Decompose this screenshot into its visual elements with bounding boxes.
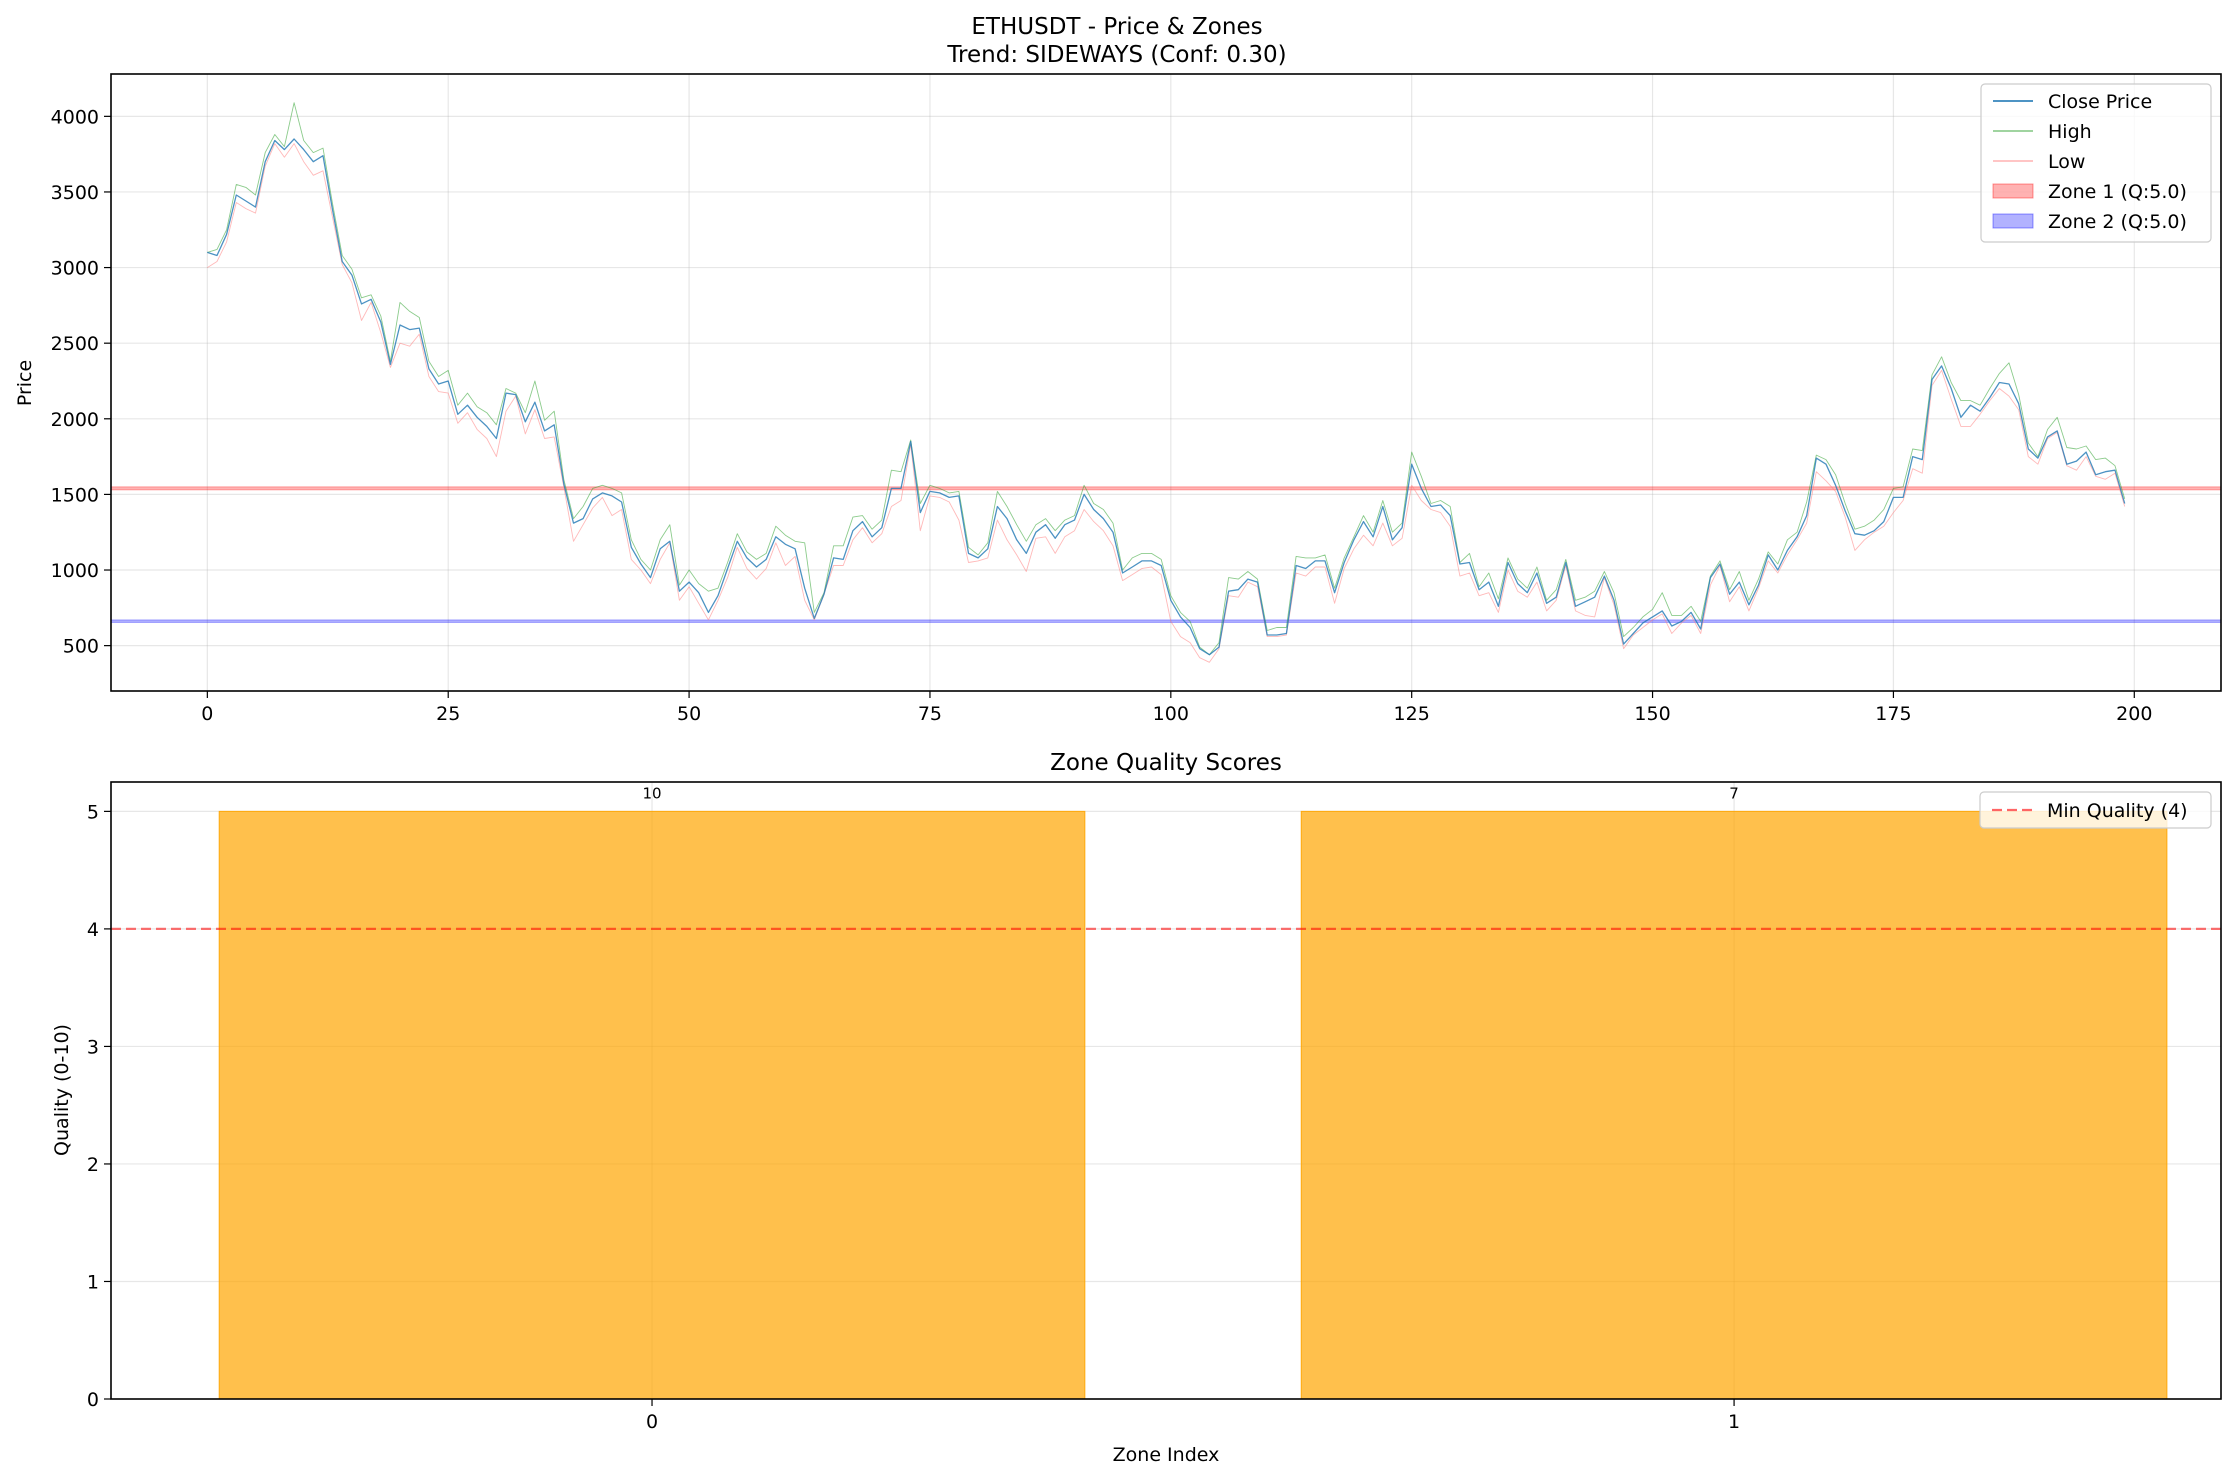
zone-band — [110, 619, 2222, 623]
quality-x-tick-label: 1 — [1728, 1411, 1740, 1433]
price-y-tick-label: 1500 — [51, 484, 99, 506]
quality-chart-title: Zone Quality Scores — [1050, 750, 1282, 776]
price-x-tick-label: 175 — [1875, 703, 1911, 725]
quality-ticks: 0 1 2 3 4 5 0 1 — [87, 801, 1740, 1433]
price-y-tick-label: 2500 — [51, 333, 99, 355]
quality-y-axis-label: Quality (0-10) — [51, 1024, 73, 1156]
price-y-tick-label: 3500 — [51, 182, 99, 204]
legend-label: Zone 1 (Q:5.0) — [2048, 181, 2187, 203]
price-x-tick-label: 125 — [1394, 703, 1430, 725]
price-y-tick-label: 2000 — [51, 409, 99, 431]
legend-label: Close Price — [2048, 91, 2152, 113]
quality-bar-label: 10 — [642, 784, 661, 802]
price-ticks: 0 25 50 75 100 125 150 175 200 500 1000 1500 2000 250… — [51, 106, 2153, 725]
series-line — [207, 102, 2126, 656]
price-x-tick-label: 200 — [2116, 703, 2152, 725]
price-y-tick-label: 500 — [63, 636, 99, 658]
price-y-tick-label: 4000 — [51, 106, 99, 128]
price-x-tick-label: 50 — [677, 703, 701, 725]
price-x-tick-label: 25 — [436, 703, 460, 725]
quality-x-axis-label: Zone Index — [1113, 1444, 1220, 1466]
quality-y-tick-label: 3 — [87, 1036, 99, 1058]
quality-x-tick-label: 0 — [646, 1411, 658, 1433]
legend-swatch-zone — [1992, 183, 2034, 199]
quality-bar — [218, 810, 1086, 1400]
quality-y-tick-label: 4 — [87, 919, 99, 941]
price-x-tick-label: 100 — [1153, 703, 1189, 725]
quality-legend: Min Quality (4) — [1979, 791, 2212, 829]
price-x-tick-label: 150 — [1634, 703, 1670, 725]
quality-y-tick-label: 5 — [87, 801, 99, 823]
quality-bar — [1300, 810, 2168, 1400]
quality-bars: 10 7 — [218, 784, 2168, 1400]
price-legend: Close Price High Low Zone 1 (Q:5.0) Zone 2 (… — [1980, 83, 2212, 243]
quality-legend-box — [1979, 791, 2212, 829]
quality-y-tick-label: 0 — [87, 1389, 99, 1411]
price-lines — [207, 102, 2126, 663]
legend-label: High — [2048, 121, 2092, 143]
legend-label: Zone 2 (Q:5.0) — [2048, 211, 2187, 233]
price-chart-title: ETHUSDT - Price & Zones — [971, 14, 1262, 40]
series-line — [207, 143, 2126, 663]
quality-plot-frame — [110, 781, 2222, 1400]
quality-y-tick-label: 1 — [87, 1271, 99, 1293]
price-x-tick-label: 0 — [201, 703, 213, 725]
price-x-tick-label: 75 — [918, 703, 942, 725]
quality-bar-label: 7 — [1729, 784, 1739, 802]
price-plot-frame — [110, 73, 2222, 692]
price-legend-box — [1980, 83, 2212, 243]
legend-label: Low — [2048, 151, 2085, 173]
series-line — [207, 138, 2126, 656]
price-y-tick-label: 1000 — [51, 560, 99, 582]
quality-y-tick-label: 2 — [87, 1154, 99, 1176]
price-y-axis-label: Price — [14, 360, 36, 406]
legend-label: Min Quality (4) — [2047, 800, 2188, 822]
legend-swatch-zone — [1992, 213, 2034, 229]
price-chart-subtitle: Trend: SIDEWAYS (Conf: 0.30) — [946, 42, 1286, 68]
price-y-tick-label: 3000 — [51, 258, 99, 280]
